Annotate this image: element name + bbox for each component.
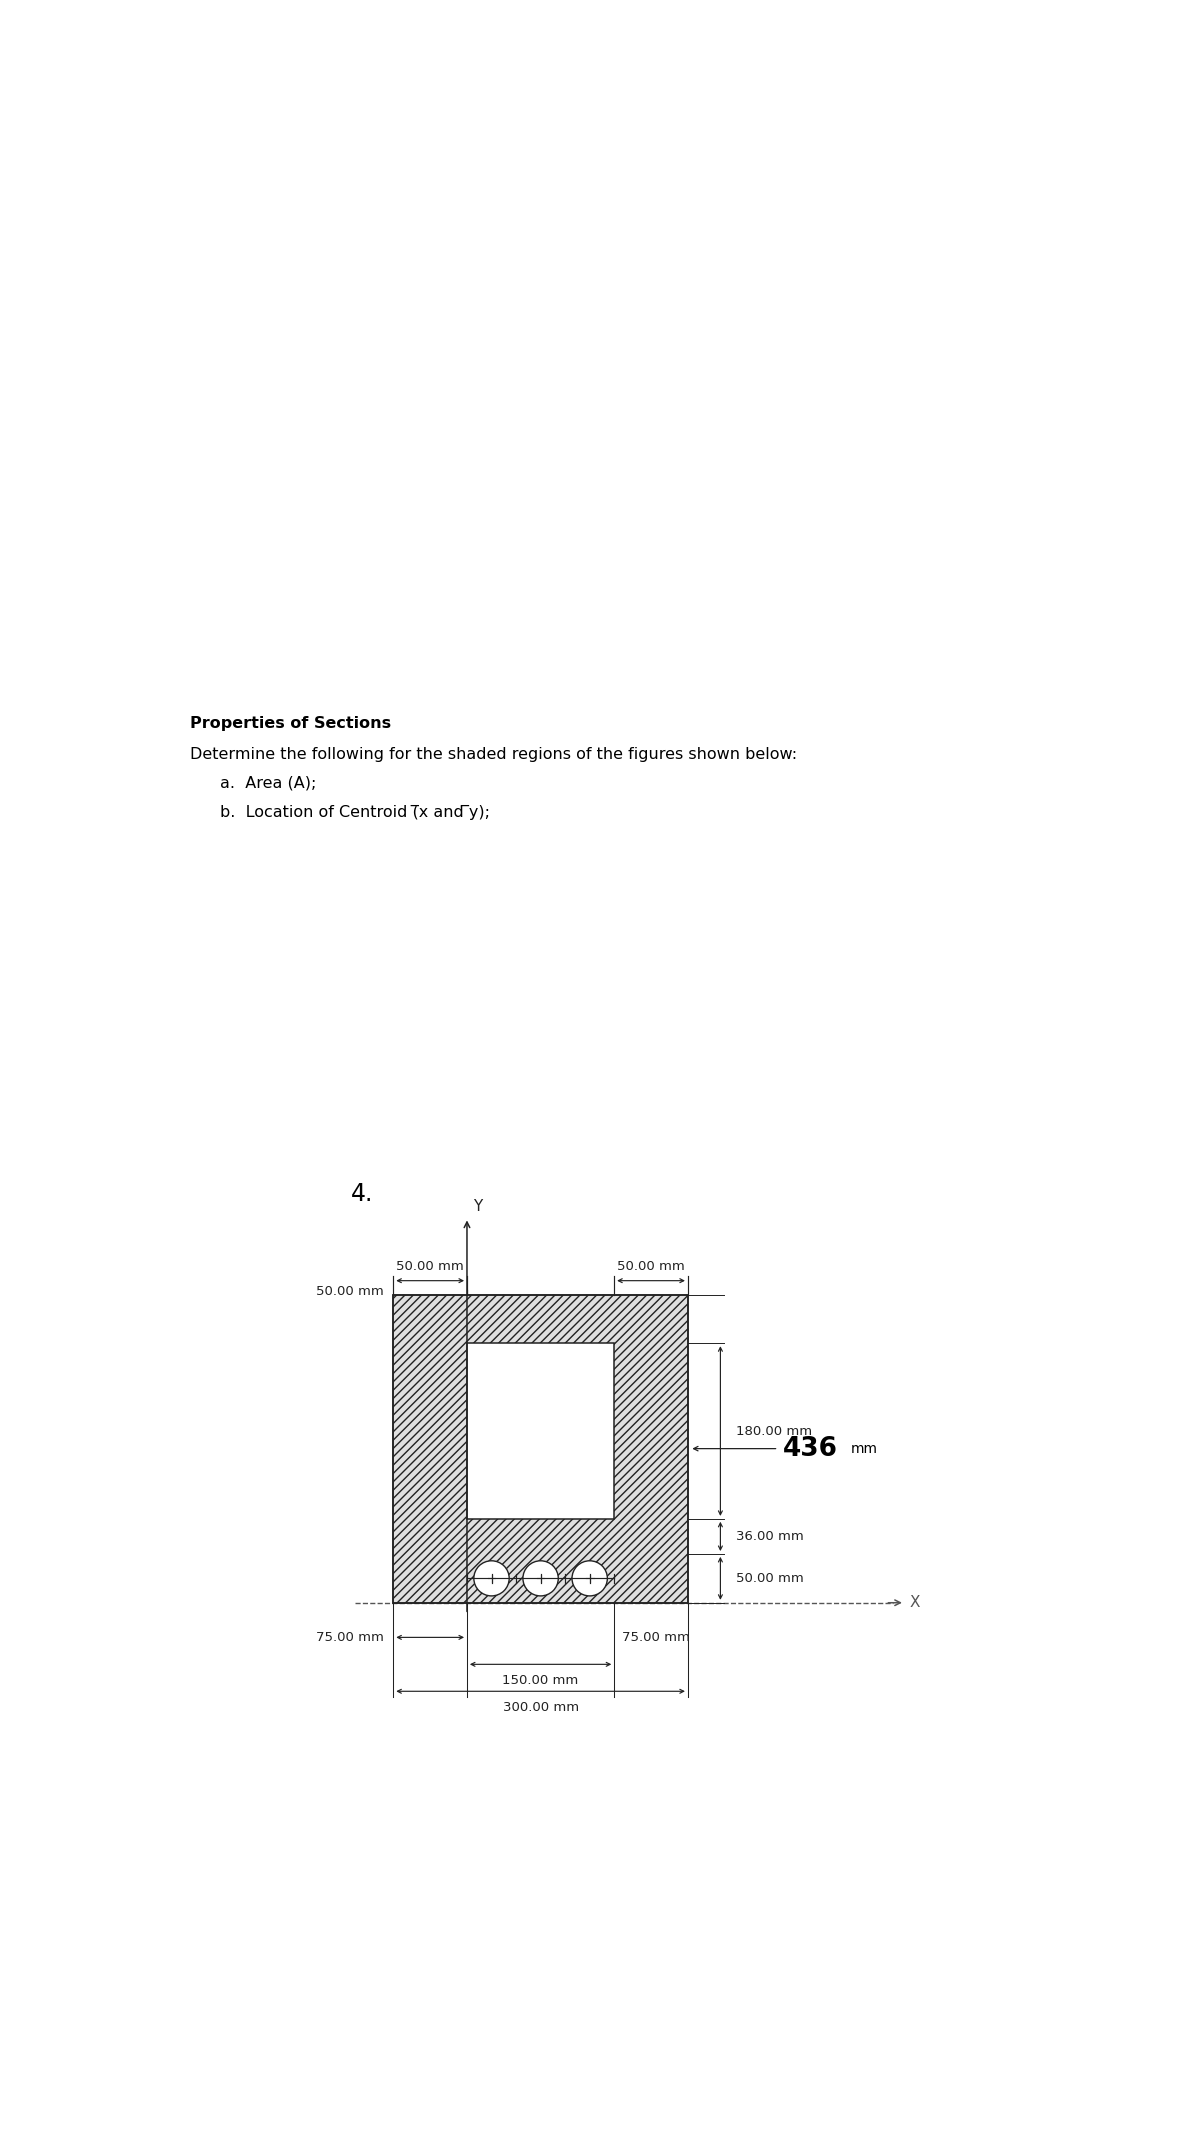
Circle shape <box>523 1561 558 1595</box>
Text: 75.00 mm: 75.00 mm <box>316 1632 384 1645</box>
Text: a.  Area (A);: a. Area (A); <box>220 776 316 791</box>
Text: b.  Location of Centroid (̅x and ̅y);: b. Location of Centroid (̅x and ̅y); <box>220 804 490 821</box>
Text: 50.00 mm: 50.00 mm <box>396 1261 464 1273</box>
Bar <box>394 1295 688 1602</box>
Text: 150.00 mm: 150.00 mm <box>503 1674 578 1687</box>
Text: 436: 436 <box>782 1436 838 1461</box>
Bar <box>394 1295 688 1602</box>
Text: X: X <box>910 1595 920 1610</box>
Text: 180.00 mm: 180.00 mm <box>736 1425 812 1438</box>
Bar <box>467 1344 614 1519</box>
Text: 50.00 mm: 50.00 mm <box>317 1286 384 1299</box>
Text: 36.00 mm: 36.00 mm <box>736 1529 804 1542</box>
Text: 4.: 4. <box>350 1182 373 1205</box>
Circle shape <box>474 1561 509 1595</box>
Text: 50.00 mm: 50.00 mm <box>736 1572 804 1585</box>
Text: Y: Y <box>473 1199 482 1214</box>
Text: 75.00 mm: 75.00 mm <box>622 1632 690 1645</box>
Text: Properties of Sections: Properties of Sections <box>191 717 391 732</box>
Text: 50.00 mm: 50.00 mm <box>617 1261 685 1273</box>
Text: mm: mm <box>851 1442 877 1455</box>
Circle shape <box>572 1561 607 1595</box>
Text: 300.00 mm: 300.00 mm <box>503 1702 578 1715</box>
Text: Determine the following for the shaded regions of the figures shown below:: Determine the following for the shaded r… <box>191 747 798 761</box>
